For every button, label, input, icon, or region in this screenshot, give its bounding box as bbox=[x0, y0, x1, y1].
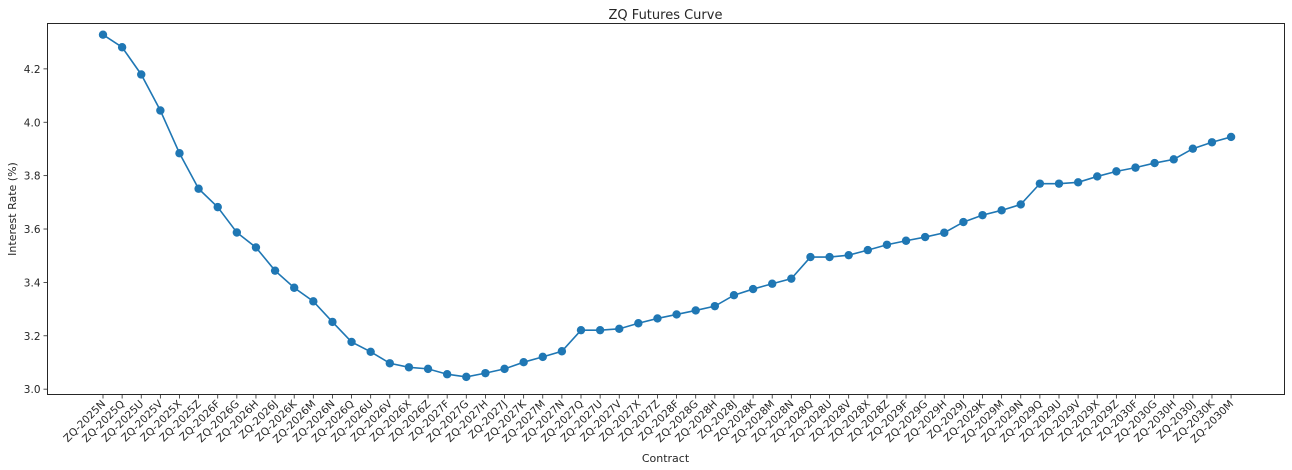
y-tick-labels: 3.0 3.2 3.4 3.6 3.8 4.0 4.2 bbox=[24, 64, 48, 396]
data-point bbox=[1226, 132, 1236, 142]
data-point bbox=[978, 210, 987, 220]
data-point bbox=[481, 368, 490, 378]
data-point bbox=[615, 324, 624, 334]
data-point bbox=[423, 364, 433, 374]
data-point bbox=[137, 70, 146, 79]
chart-title: ZQ Futures Curve bbox=[609, 8, 723, 23]
data-point bbox=[500, 364, 509, 374]
y-tick-label: 4.0 bbox=[24, 117, 41, 129]
data-point bbox=[309, 297, 318, 306]
y-tick-label: 3.6 bbox=[24, 224, 41, 236]
data-point bbox=[213, 202, 222, 212]
data-point bbox=[634, 319, 643, 328]
data-point bbox=[710, 301, 720, 311]
data-point bbox=[1016, 200, 1025, 209]
data-point bbox=[175, 149, 184, 158]
data-point bbox=[997, 206, 1006, 215]
data-point bbox=[1169, 155, 1178, 164]
data-point bbox=[538, 352, 547, 362]
series-line bbox=[102, 34, 1232, 378]
data-point bbox=[940, 228, 949, 237]
data-point bbox=[557, 347, 567, 356]
data-point bbox=[290, 283, 299, 292]
data-point bbox=[787, 274, 796, 283]
x-tick-labels: ZQ-2025NZQ-2025QZQ-2025UZQ-2025VZQ-2025X… bbox=[61, 394, 1236, 446]
data-point bbox=[748, 284, 758, 294]
y-tick-label: 3.4 bbox=[24, 277, 41, 289]
data-point bbox=[98, 30, 108, 39]
y-tick-label: 4.2 bbox=[24, 64, 41, 76]
y-tick-label: 3.8 bbox=[24, 171, 41, 183]
plot-frame bbox=[47, 23, 1285, 395]
data-point bbox=[385, 359, 394, 368]
x-axis-label: Contract bbox=[642, 452, 690, 465]
data-point bbox=[1073, 178, 1083, 187]
data-point bbox=[672, 310, 681, 319]
data-point bbox=[595, 325, 605, 335]
data-point bbox=[442, 370, 452, 379]
data-point bbox=[347, 337, 356, 347]
data-point bbox=[1035, 179, 1045, 188]
data-point bbox=[1207, 138, 1217, 147]
series-markers bbox=[98, 30, 1236, 382]
data-point bbox=[519, 358, 528, 367]
data-point bbox=[691, 306, 700, 315]
data-point bbox=[1054, 179, 1064, 188]
data-point bbox=[653, 314, 662, 323]
y-tick-label: 3.2 bbox=[24, 331, 41, 343]
data-point bbox=[576, 325, 586, 335]
data-point bbox=[1188, 144, 1198, 153]
data-point bbox=[156, 106, 165, 115]
data-point bbox=[863, 245, 872, 255]
data-point bbox=[251, 243, 261, 252]
y-tick-label: 3.0 bbox=[24, 384, 41, 396]
data-point bbox=[729, 291, 739, 300]
data-point bbox=[1112, 167, 1121, 176]
data-point bbox=[768, 279, 777, 288]
data-point bbox=[194, 184, 203, 193]
data-point bbox=[1131, 163, 1140, 172]
y-axis-label: Interest Rate (%) bbox=[6, 162, 19, 256]
data-point bbox=[806, 252, 815, 262]
data-point bbox=[959, 217, 968, 227]
data-point bbox=[1093, 172, 1102, 181]
data-point bbox=[232, 228, 242, 237]
data-point bbox=[462, 372, 471, 382]
data-point bbox=[404, 363, 414, 372]
data-point bbox=[328, 317, 337, 327]
data-point bbox=[920, 232, 930, 242]
data-point bbox=[825, 252, 834, 262]
data-point bbox=[882, 240, 892, 249]
data-point bbox=[117, 43, 127, 52]
data-point bbox=[366, 347, 375, 356]
data-point bbox=[270, 266, 280, 275]
data-point bbox=[901, 236, 911, 245]
data-point bbox=[844, 250, 853, 260]
data-point bbox=[1150, 158, 1159, 168]
